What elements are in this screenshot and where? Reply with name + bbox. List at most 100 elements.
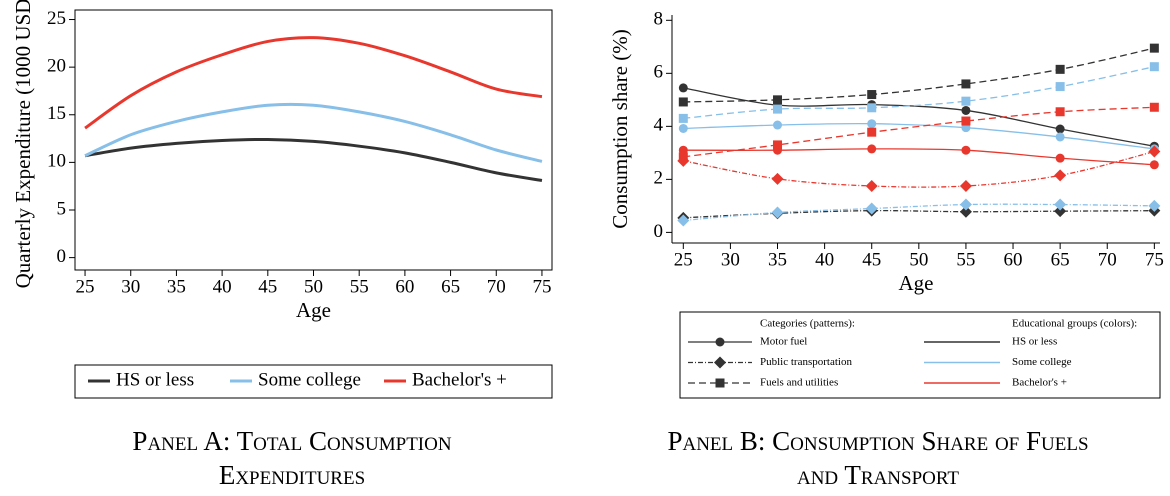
legend-marker (714, 356, 726, 369)
marker (1055, 64, 1065, 74)
marker (1149, 160, 1159, 170)
series-line (683, 66, 1155, 120)
marker (1055, 132, 1065, 142)
x-tick-label: 60 (395, 276, 414, 297)
y-tick-label: 10 (47, 151, 66, 172)
marker (961, 105, 971, 115)
legend-label: Some college (258, 369, 361, 390)
caption: Panel B: Consumption Share of Fuels and … (667, 426, 1089, 490)
series-line (683, 203, 1155, 222)
y-tick-label: 8 (654, 9, 664, 30)
marker (1148, 199, 1161, 212)
marker (961, 96, 971, 106)
marker (677, 214, 690, 227)
marker (771, 172, 784, 185)
legend-title: Educational groups (colors): (1012, 318, 1137, 330)
series-line (683, 150, 1155, 188)
marker (1055, 107, 1065, 117)
marker (773, 104, 783, 114)
series-line (84, 102, 543, 163)
x-tick-label: 40 (213, 276, 232, 297)
marker (678, 152, 688, 162)
marker (1149, 62, 1159, 72)
x-tick-label: 45 (258, 276, 277, 297)
x-tick-label: 65 (1051, 249, 1070, 270)
legend-label: HS or less (116, 369, 194, 390)
legend-label: Bachelor's + (412, 369, 507, 390)
marker (773, 120, 783, 130)
y-axis-label: Quarterly Expenditure (1000 USD) (11, 0, 35, 288)
legend-label: HS or less (1012, 336, 1057, 348)
y-tick-label: 20 (47, 56, 66, 77)
x-tick-label: 35 (768, 249, 787, 270)
marker (771, 206, 784, 219)
x-tick-label: 70 (1098, 249, 1117, 270)
x-tick-label: 25 (674, 249, 693, 270)
x-tick-label: 75 (1145, 249, 1164, 270)
marker (961, 79, 971, 89)
x-axis-label: Age (296, 298, 331, 322)
marker (773, 95, 783, 105)
series-line (84, 36, 543, 130)
marker (867, 127, 877, 137)
x-tick-label: 55 (350, 276, 369, 297)
marker (1055, 82, 1065, 92)
marker (961, 116, 971, 126)
series-line (683, 148, 1155, 166)
marker (1148, 145, 1161, 158)
marker (1054, 169, 1067, 182)
series-line (683, 87, 1155, 147)
y-tick-label: 25 (47, 8, 66, 29)
marker (1054, 198, 1067, 211)
series-line (683, 122, 1155, 150)
series-line (683, 106, 1155, 158)
y-tick-label: 0 (57, 246, 67, 267)
x-tick-label: 65 (441, 276, 460, 297)
legend-label: Motor fuel (760, 336, 807, 348)
y-axis-label: Consumption share (%) (608, 29, 632, 228)
x-tick-label: 50 (909, 249, 928, 270)
marker (959, 198, 972, 211)
x-tick-label: 45 (862, 249, 881, 270)
x-tick-label: 35 (167, 276, 186, 297)
x-tick-label: 60 (1004, 249, 1023, 270)
marker (867, 119, 877, 129)
y-tick-label: 6 (654, 62, 664, 83)
marker (678, 97, 688, 107)
legend-label: Bachelor's + (1012, 377, 1067, 389)
x-tick-label: 25 (76, 276, 95, 297)
legend-marker (715, 337, 725, 347)
legend-label: Public transportation (760, 356, 852, 368)
marker (1055, 124, 1065, 134)
legend-title: Categories (patterns): (760, 318, 855, 330)
series-line (683, 47, 1155, 103)
x-tick-label: 30 (121, 276, 140, 297)
y-tick-label: 4 (654, 115, 664, 136)
legend-box (679, 311, 1161, 399)
marker (865, 202, 878, 215)
marker (867, 90, 877, 100)
x-tick-label: 50 (304, 276, 323, 297)
marker (867, 103, 877, 113)
x-tick-label: 40 (815, 249, 834, 270)
caption: Panel A: Total Consumption Expenditures (132, 426, 452, 490)
x-tick-label: 75 (532, 276, 551, 297)
marker (1149, 102, 1159, 112)
x-tick-label: 30 (721, 249, 740, 270)
marker (678, 113, 688, 123)
x-axis-label: Age (899, 271, 934, 295)
marker (1149, 43, 1159, 53)
y-tick-label: 5 (57, 198, 67, 219)
marker (959, 205, 972, 218)
marker (678, 123, 688, 133)
marker (959, 180, 972, 192)
marker (961, 145, 971, 155)
marker (773, 140, 783, 150)
y-tick-label: 0 (654, 221, 664, 242)
y-tick-label: 15 (47, 103, 66, 124)
marker (867, 144, 877, 154)
y-tick-label: 2 (654, 168, 664, 189)
marker (678, 83, 688, 93)
